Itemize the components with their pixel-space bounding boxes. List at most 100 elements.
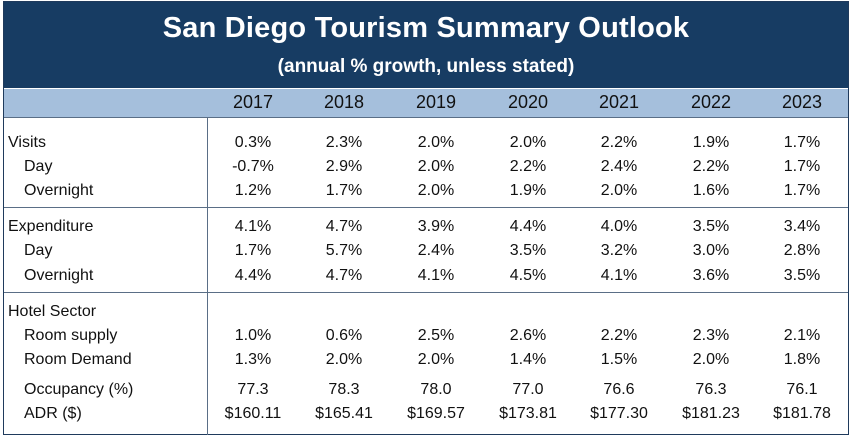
table-cell: 2.0% [417, 134, 455, 151]
table-cell: $181.23 [682, 405, 740, 422]
table-cell: 78.0 [420, 381, 452, 398]
title-banner: San Diego Tourism Summary Outlook (annua… [4, 2, 848, 88]
table-cell: 2.1% [783, 327, 821, 344]
row-label: ADR ($) [24, 405, 82, 422]
table-cell: $177.30 [590, 405, 648, 422]
table-cell: 2.4% [600, 158, 638, 175]
table-cell: 2.8% [783, 242, 821, 259]
year-header-2020: 2020 [507, 92, 549, 112]
year-header-2021: 2021 [598, 92, 640, 112]
table-cell: 1.9% [509, 182, 547, 199]
table-row: Day -0.7% 2.9% 2.0% 2.2% 2.4% 2.2% 1.7% [4, 158, 848, 182]
table-cell: 78.3 [328, 381, 360, 398]
table-cell: 2.0% [417, 182, 455, 199]
table-cell: 3.9% [417, 218, 455, 235]
year-header-2019: 2019 [415, 92, 457, 112]
table-cell: -0.7% [232, 158, 274, 175]
section-separator [4, 207, 848, 208]
table-cell: 2.0% [325, 351, 363, 368]
table-cell: 2.6% [509, 327, 547, 344]
table-cell: $181.78 [773, 405, 831, 422]
row-label: Occupancy (%) [24, 381, 134, 398]
table-cell: 0.3% [234, 134, 272, 151]
table-cell: 3.5% [783, 267, 821, 284]
table-cell: 77.0 [512, 381, 544, 398]
table-cell: 4.7% [325, 267, 363, 284]
table-cell: 4.4% [509, 218, 547, 235]
table-row: Occupancy (%) 77.3 78.3 78.0 77.0 76.6 76.3 76.… [4, 381, 848, 405]
table-cell: 2.2% [600, 134, 638, 151]
table-cell: $173.81 [499, 405, 557, 422]
table-cell: 2.0% [509, 134, 547, 151]
table-cell: 2.0% [417, 351, 455, 368]
table-cell: 1.7% [783, 134, 821, 151]
table-cell: 1.3% [234, 351, 272, 368]
row-label: Day [24, 242, 53, 259]
row-label: Expenditure [8, 218, 94, 235]
table-cell: 3.4% [783, 218, 821, 235]
table-cell: 3.2% [600, 242, 638, 259]
table-row: Visits 0.3% 2.3% 2.0% 2.0% 2.2% 1.9% 1.7% [4, 134, 848, 158]
table-cell: 1.6% [692, 182, 730, 199]
year-header-2023: 2023 [781, 92, 823, 112]
table-cell: 2.2% [509, 158, 547, 175]
table-cell: 1.4% [509, 351, 547, 368]
table-cell: 2.3% [692, 327, 730, 344]
section-separator [4, 292, 848, 293]
table-row: Day 1.7% 5.7% 2.4% 3.5% 3.2% 3.0% 2.8% [4, 242, 848, 266]
table-cell: 4.1% [234, 218, 272, 235]
row-label: Day [24, 158, 53, 175]
year-header-2017: 2017 [232, 92, 274, 112]
table-title: San Diego Tourism Summary Outlook [162, 12, 690, 44]
table-subtitle: (annual % growth, unless stated) [277, 56, 575, 77]
table-row: Hotel Sector [4, 303, 848, 327]
table-cell: 1.7% [325, 182, 363, 199]
table-row: Overnight 4.4% 4.7% 4.1% 4.5% 4.1% 3.6% 3.5% [4, 267, 848, 291]
table-cell: 5.7% [325, 242, 363, 259]
table-cell: 3.5% [692, 218, 730, 235]
table-cell: 3.6% [692, 267, 730, 284]
table-cell: 1.2% [234, 182, 272, 199]
year-header-row: 2017 2018 2019 2020 2021 2022 2023 [4, 88, 848, 118]
table-cell: 1.7% [234, 242, 272, 259]
label-column-divider [207, 118, 208, 435]
table-cell: 2.5% [417, 327, 455, 344]
table-cell: 2.3% [325, 134, 363, 151]
table-cell: 2.2% [692, 158, 730, 175]
table-row: Expenditure 4.1% 4.7% 3.9% 4.4% 4.0% 3.5% 3.4% [4, 218, 848, 242]
table-row: ADR ($) $160.11 $165.41 $169.57 $173.81 $177.… [4, 405, 848, 429]
table-cell: $169.57 [407, 405, 465, 422]
table-cell: 3.5% [509, 242, 547, 259]
table-cell: 4.4% [234, 267, 272, 284]
table-row: Overnight 1.2% 1.7% 2.0% 1.9% 2.0% 1.6% 1.7% [4, 182, 848, 206]
table-cell: 2.2% [600, 327, 638, 344]
table-cell: $165.41 [315, 405, 373, 422]
table-cell: 2.0% [600, 182, 638, 199]
table-cell: 4.1% [600, 267, 638, 284]
row-label: Overnight [24, 267, 94, 284]
table-cell: 1.7% [783, 182, 821, 199]
table-cell: 2.0% [417, 158, 455, 175]
table-row: Room Demand 1.3% 2.0% 2.0% 1.4% 1.5% 2.0% 1.8% [4, 351, 848, 375]
table-cell: 3.0% [692, 242, 730, 259]
year-header-2022: 2022 [690, 92, 732, 112]
table-frame: San Diego Tourism Summary Outlook (annua… [3, 1, 849, 435]
table-cell: 1.5% [600, 351, 638, 368]
row-label: Visits [8, 134, 46, 151]
table-cell: 77.3 [237, 381, 269, 398]
table-row: Room supply 1.0% 0.6% 2.5% 2.6% 2.2% 2.3% 2.1% [4, 327, 848, 351]
table-cell: 76.6 [603, 381, 635, 398]
table-cell: 1.9% [692, 134, 730, 151]
table-cell: 2.0% [692, 351, 730, 368]
table-cell: 76.3 [695, 381, 727, 398]
table-cell: 4.7% [325, 218, 363, 235]
row-label: Room supply [24, 327, 118, 344]
table-cell: $160.11 [224, 405, 282, 422]
row-label: Hotel Sector [8, 303, 97, 320]
row-label: Room Demand [24, 351, 132, 368]
table-cell: 76.1 [786, 381, 818, 398]
table-cell: 4.0% [600, 218, 638, 235]
table-cell: 1.0% [234, 327, 272, 344]
table-cell: 4.1% [417, 267, 455, 284]
table-cell: 1.8% [783, 351, 821, 368]
